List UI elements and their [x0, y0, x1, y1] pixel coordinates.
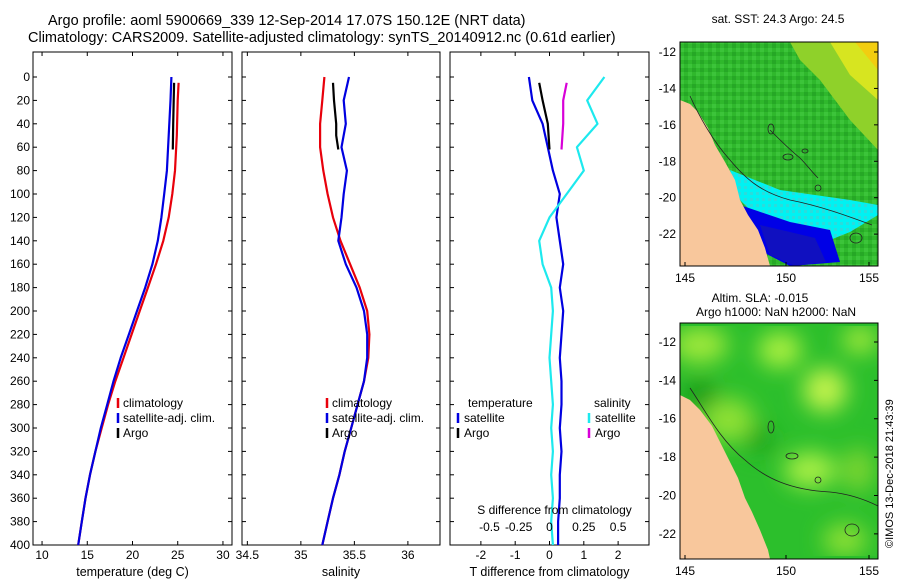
depth-tick-label: 20: [17, 93, 31, 107]
depth-tick-label: 320: [10, 444, 30, 458]
sla-map: Altim. SLA: -0.015 Argo h1000: NaN h2000…: [659, 291, 880, 578]
difference-series-temperature-argo: [538, 82, 551, 150]
x-tick-label: 36: [401, 548, 415, 562]
map-x-tick-label: 155: [859, 271, 879, 285]
depth-tick-label: 100: [10, 187, 30, 201]
temperature-series-argo: [171, 82, 176, 150]
salinity-panel: 34.5 35 35.5 36 salinity climatologysatellite…: [236, 51, 441, 579]
legend-label: climatology: [332, 396, 392, 410]
depth-tick-label: 380: [10, 515, 30, 529]
salinity-series-satellite-adj-clim: [321, 76, 369, 546]
depth-tick-label: 80: [17, 164, 31, 178]
x-tick-label: 34.5: [236, 548, 260, 562]
legend-label: Argo: [123, 426, 149, 440]
legend-title-temperature: temperature: [468, 396, 533, 410]
x-axis-label: temperature (deg C): [76, 565, 189, 579]
legend-label: satellite: [595, 411, 636, 425]
sst-map: sat. SST: 24.3 Argo: 24.5 145 150 155 -12 -1…: [659, 12, 880, 285]
map-y-tick-label: -12: [659, 45, 677, 59]
map-y-tick-label: -18: [659, 154, 677, 168]
difference-series-salinity-argo: [560, 82, 568, 150]
legend-label: satellite: [464, 411, 505, 425]
map-x-tick-label: 150: [776, 564, 796, 578]
x-tick-label: 10: [35, 548, 49, 562]
header-line-2: Climatology: CARS2009. Satellite-adjuste…: [28, 30, 616, 46]
s-tick-label: 0: [546, 520, 553, 534]
legend-label: climatology: [123, 396, 183, 410]
map-y-tick-label: -14: [659, 81, 677, 95]
map-y-tick-label: -20: [659, 191, 677, 205]
depth-tick-label: 60: [17, 140, 31, 154]
depth-tick-label: 120: [10, 210, 30, 224]
map-x-tick-label: 145: [675, 271, 695, 285]
x-tick-label: 20: [126, 548, 140, 562]
x-tick-label: 25: [171, 548, 185, 562]
legend-label: Argo: [332, 426, 358, 440]
x-tick-label: 0: [546, 548, 553, 562]
difference-series-salinity-satellite: [538, 76, 606, 546]
depth-tick-label: 140: [10, 234, 30, 248]
map-y-tick-label: -20: [659, 488, 677, 502]
x-tick-label: 1: [580, 548, 587, 562]
salinity-series-argo: [331, 82, 340, 150]
x-axis-label: salinity: [322, 565, 361, 579]
temperature-series-satellite-adj-clim: [77, 76, 173, 546]
x-tick-label: -2: [476, 548, 487, 562]
depth-tick-label: 280: [10, 398, 30, 412]
difference-frame: [449, 51, 650, 546]
s-tick-label: 0.5: [610, 520, 627, 534]
x-tick-label: 35: [294, 548, 308, 562]
map-y-tick-label: -22: [659, 527, 677, 541]
difference-series-temperature-satellite: [527, 76, 565, 545]
s-tick-label: -0.25: [505, 520, 533, 534]
sla-map-axes: 145 150 155 -12 -14 -16 -18 -20 -22: [659, 335, 880, 578]
depth-tick-label: 180: [10, 281, 30, 295]
sst-map-title: sat. SST: 24.3 Argo: 24.5: [712, 12, 845, 26]
temperature-frame: [32, 51, 233, 546]
depth-tick-label: 340: [10, 468, 30, 482]
depth-tick-label: 40: [17, 117, 31, 131]
header-line-1: Argo profile: aoml 5900669_339 12-Sep-20…: [48, 13, 526, 29]
map-y-tick-label: -16: [659, 118, 677, 132]
depth-tick-label: 160: [10, 257, 30, 271]
map-y-tick-label: -22: [659, 227, 677, 241]
legend-label: Argo: [595, 426, 621, 440]
map-x-tick-label: 145: [675, 564, 695, 578]
map-y-tick-label: -18: [659, 450, 677, 464]
x-tick-label: 30: [216, 548, 230, 562]
depth-tick-label: 400: [10, 538, 30, 552]
legend-label: satellite-adj. clim.: [123, 411, 215, 425]
x-tick-label: 15: [81, 548, 95, 562]
depth-tick-label: 300: [10, 421, 30, 435]
x-tick-label: 35.5: [343, 548, 367, 562]
sla-map-title-1: Altim. SLA: -0.015: [712, 291, 809, 305]
map-y-tick-label: -12: [659, 335, 677, 349]
legend-label: satellite-adj. clim.: [332, 411, 424, 425]
map-y-tick-label: -16: [659, 412, 677, 426]
depth-tick-label: 0: [23, 70, 30, 84]
legend-label: Argo: [464, 426, 490, 440]
legend-title-salinity: salinity: [594, 396, 631, 410]
s-tick-label: -0.5: [479, 520, 500, 534]
difference-panel: -2 -1 0 1 2 T difference from climatology S di…: [449, 51, 650, 579]
depth-tick-label: 260: [10, 374, 30, 388]
sst-map-axes: 145 150 155 -12 -14 -16 -18 -20 -22: [659, 45, 880, 285]
map-x-tick-label: 155: [859, 564, 879, 578]
depth-tick-label: 220: [10, 327, 30, 341]
sla-map-title-2: Argo h1000: NaN h2000: NaN: [696, 305, 856, 319]
credit-text: ©IMOS 13-Dec-2018 21:43:39: [884, 399, 896, 548]
x-tick-label: -1: [510, 548, 521, 562]
s-tick-label: 0.25: [572, 520, 596, 534]
depth-tick-label: 240: [10, 351, 30, 365]
map-x-tick-label: 150: [776, 271, 796, 285]
map-y-tick-label: -14: [659, 373, 677, 387]
x-axis-label: T difference from climatology: [469, 565, 630, 579]
depth-tick-label: 200: [10, 304, 30, 318]
s-axis-label: S difference from climatology: [477, 503, 632, 517]
x-tick-label: 2: [615, 548, 622, 562]
temperature-panel: 0 20 40 60 80 100 120 140 160 180 200 220 240 260 280 3…: [10, 51, 233, 579]
depth-tick-label: 360: [10, 491, 30, 505]
